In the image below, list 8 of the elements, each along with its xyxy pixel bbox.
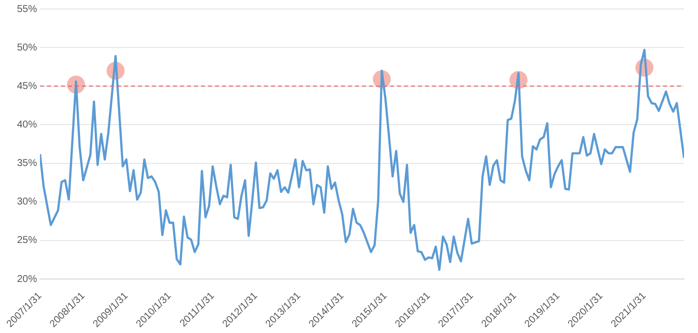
y-tick-label: 20% — [17, 274, 38, 285]
y-tick-label: 50% — [17, 42, 38, 54]
y-tick-label: 25% — [17, 235, 38, 246]
y-tick-label: 55% — [17, 4, 38, 15]
y-tick-label: 35% — [17, 158, 38, 170]
y-tick-label: 40% — [17, 119, 38, 130]
y-tick-label: 45% — [17, 80, 38, 92]
y-tick-label: 30% — [17, 196, 38, 208]
